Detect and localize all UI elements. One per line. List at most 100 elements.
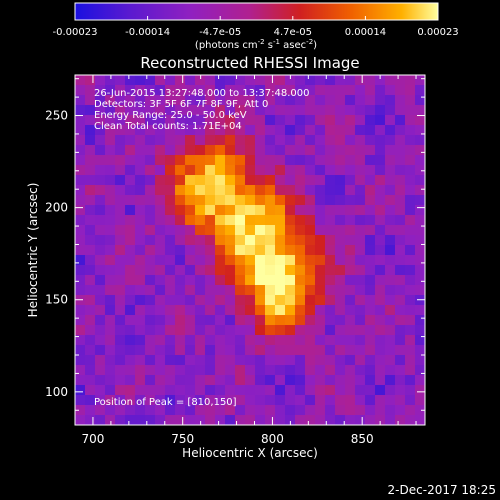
heatmap-cell — [175, 295, 186, 306]
heatmap-cell — [195, 225, 206, 236]
heatmap-cell — [285, 185, 296, 196]
heatmap-cell — [255, 295, 266, 306]
heatmap-cell — [155, 355, 166, 366]
heatmap-cell — [325, 195, 336, 206]
heatmap-cell — [405, 95, 416, 106]
heatmap-cell — [95, 195, 106, 206]
heatmap-cell — [205, 235, 216, 246]
heatmap-cell — [205, 215, 216, 226]
heatmap-cell — [415, 315, 425, 326]
heatmap-cell — [365, 385, 376, 396]
heatmap-cell — [145, 165, 156, 176]
heatmap-cell — [305, 245, 316, 256]
heatmap-cell — [205, 285, 216, 296]
heatmap-cell — [385, 75, 396, 86]
heatmap-cell — [75, 345, 86, 356]
heatmap-cell — [265, 165, 276, 176]
heatmap-cell — [385, 235, 396, 246]
heatmap-cell — [205, 225, 216, 236]
heatmap-cell — [275, 345, 286, 356]
heatmap-cell — [325, 255, 336, 266]
heatmap-cell — [305, 395, 316, 406]
heatmap-cell — [205, 95, 216, 106]
heatmap-cell — [245, 155, 256, 166]
heatmap-cell — [75, 385, 86, 396]
heatmap-cell — [405, 145, 416, 156]
heatmap-cell — [415, 75, 425, 86]
heatmap-cell — [155, 165, 166, 176]
heatmap-cell — [135, 255, 146, 266]
heatmap-cell — [305, 265, 316, 276]
heatmap-cell — [75, 315, 86, 326]
heatmap-cell — [315, 195, 326, 206]
heatmap-cell — [315, 105, 326, 116]
heatmap-cell — [75, 255, 86, 266]
heatmap-cell — [145, 75, 156, 86]
heatmap-cell — [235, 255, 246, 266]
heatmap-cell — [285, 335, 296, 346]
heatmap-cell — [325, 135, 336, 146]
heatmap-cell — [115, 285, 126, 296]
heatmap-cell — [245, 355, 256, 366]
heatmap-cell — [285, 75, 296, 86]
heatmap-cell — [245, 245, 256, 256]
heatmap-cell — [365, 335, 376, 346]
heatmap-cell — [365, 395, 376, 406]
heatmap-cell — [415, 155, 425, 166]
heatmap-cell — [75, 295, 86, 306]
heatmap-cell — [145, 335, 156, 346]
heatmap-cell — [175, 205, 186, 216]
heatmap-cell — [315, 285, 326, 296]
heatmap-cell — [125, 95, 136, 106]
heatmap-cell — [385, 205, 396, 216]
heatmap-cell — [255, 145, 266, 156]
heatmap-cell — [175, 395, 186, 406]
heatmap-cell — [325, 105, 336, 116]
heatmap-cell — [215, 145, 226, 156]
heatmap-cell — [235, 215, 246, 226]
heatmap-cell — [235, 245, 246, 256]
heatmap-cell — [195, 275, 206, 286]
heatmap-cell — [295, 255, 306, 266]
heatmap-cell — [245, 145, 256, 156]
heatmap-cell — [95, 415, 106, 425]
heatmap-cell — [135, 335, 146, 346]
heatmap-cell — [345, 315, 356, 326]
heatmap-cell — [235, 205, 246, 216]
heatmap-cell — [335, 295, 346, 306]
heatmap-cell — [275, 195, 286, 206]
heatmap-cell — [335, 405, 346, 416]
heatmap-cell — [405, 235, 416, 246]
heatmap-cell — [275, 235, 286, 246]
heatmap-cell — [235, 195, 246, 206]
heatmap-cell — [415, 415, 425, 425]
heatmap-cell — [405, 295, 416, 306]
heatmap-cell — [355, 245, 366, 256]
heatmap-cell — [355, 315, 366, 326]
heatmap-cell — [385, 95, 396, 106]
heatmap-cell — [245, 195, 256, 206]
heatmap-cell — [415, 355, 425, 366]
heatmap-cell — [335, 385, 346, 396]
heatmap-cell — [115, 155, 126, 166]
heatmap-cell — [365, 125, 376, 136]
heatmap-cell — [115, 355, 126, 366]
heatmap-cell — [255, 165, 266, 176]
heatmap-cell — [335, 75, 346, 86]
heatmap-cell — [105, 75, 116, 86]
heatmap-cell — [385, 275, 396, 286]
heatmap-cell — [165, 315, 176, 326]
heatmap-cell — [275, 145, 286, 156]
heatmap-cell — [125, 105, 136, 116]
heatmap-cell — [135, 85, 146, 96]
heatmap-cell — [105, 385, 116, 396]
heatmap-cell — [265, 365, 276, 376]
heatmap-cell — [145, 245, 156, 256]
heatmap — [75, 75, 425, 425]
heatmap-cell — [325, 385, 336, 396]
heatmap-cell — [185, 185, 196, 196]
heatmap-cell — [325, 365, 336, 376]
heatmap-cell — [185, 365, 196, 376]
heatmap-cell — [315, 315, 326, 326]
heatmap-cell — [195, 395, 206, 406]
